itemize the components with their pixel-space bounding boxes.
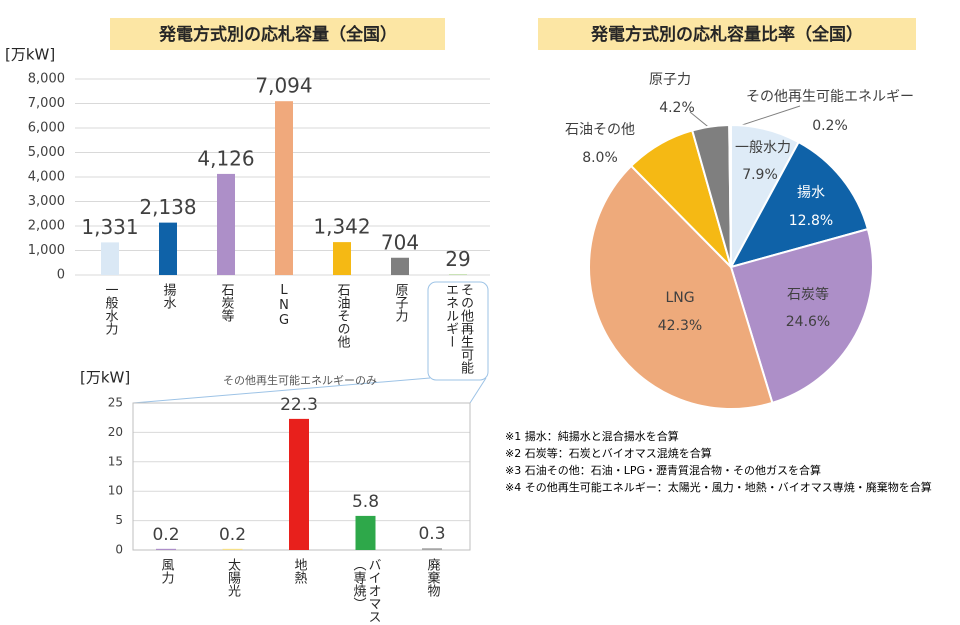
value-label: 0.2 (152, 525, 179, 545)
bar (289, 418, 309, 550)
x-tick-label: 石炭等 (218, 283, 234, 322)
bar (355, 515, 376, 550)
bar (391, 257, 409, 275)
slice-value: 42.3% (658, 318, 702, 334)
bar (217, 173, 235, 275)
bar (449, 274, 467, 275)
value-label: 0.2 (219, 525, 246, 545)
title-banner (110, 18, 445, 50)
y-tick-label: 2,000 (28, 219, 65, 234)
x-tick-label: 原子力 (392, 283, 408, 322)
value-label: 29 (445, 247, 470, 271)
bar (159, 222, 177, 275)
slice-name: 石炭等 (787, 286, 829, 303)
slice-value: 4.2% (659, 100, 695, 116)
y-tick-label: 5 (115, 513, 123, 527)
note: ※2 石炭等：石炭とバイオマス混焼を合算 (505, 446, 712, 460)
bar (422, 548, 442, 550)
note: ※3 石油その他：石油・LPG・瀝青質混合物・その他ガスを合算 (505, 463, 821, 477)
slice-name: 石油その他 (565, 122, 635, 138)
slice-value: 12.8% (789, 213, 833, 229)
y-tick-label: 10 (108, 484, 123, 498)
value-label: 704 (381, 230, 419, 254)
leader-line (732, 105, 801, 129)
value-label: 7,094 (255, 74, 312, 98)
slice-value: 0.2% (812, 118, 848, 134)
title-banner (538, 18, 916, 50)
x-tick-label: 石油その他 (334, 283, 350, 348)
bar (333, 242, 351, 275)
value-label: 1,331 (81, 215, 138, 239)
slice-name: 揚水 (797, 184, 825, 201)
y-tick-label: 15 (108, 454, 123, 468)
y-tick-label: 25 (108, 396, 123, 410)
slice-value: 24.6% (786, 314, 830, 330)
value-label: 5.8 (352, 492, 379, 512)
pie-slice (588, 164, 774, 410)
slice-name: 一般水力 (735, 140, 791, 156)
value-label: 0.3 (418, 524, 445, 544)
note: ※4 その他再生可能エネルギー：太陽光・風力・地熱・バイオマス専焼・廃棄物を合算 (505, 480, 932, 494)
callout-line (469, 377, 487, 404)
slice-name: その他再生可能エネルギー (746, 89, 914, 105)
bar (222, 548, 243, 550)
y-tick-label: 8,000 (28, 72, 65, 87)
value-label: 2,138 (139, 195, 196, 219)
x-tick-label: 地熱 (291, 558, 307, 584)
y-tick-label: 1,000 (28, 243, 65, 258)
slice-name: 原子力 (649, 72, 691, 88)
chart-title: 発電方式別の応札容量（全国） (158, 24, 397, 45)
x-tick-label: 廃棄物 (424, 558, 440, 597)
slice-name: LNG (665, 290, 694, 306)
pie-slice (729, 227, 874, 405)
chart-title: 発電方式別の応札容量比率（全国） (590, 24, 863, 45)
x-tick-label: 揚水 (160, 283, 176, 309)
x-tick-label: LNG (276, 283, 292, 328)
slice-value: 8.0% (582, 150, 618, 166)
slice-value: 7.9% (742, 167, 778, 183)
y-tick-label: 5,000 (28, 145, 65, 160)
x-tick-label: バイオマス（専焼） (350, 558, 381, 623)
chart-title: その他再生可能エネルギーのみ (223, 373, 377, 387)
y-tick-label: 0 (57, 268, 65, 283)
bar (275, 101, 293, 276)
x-tick-label: その他再生可能エネルギー (443, 283, 473, 374)
pie-slice (729, 140, 870, 269)
callout-line (132, 377, 431, 404)
x-tick-label: 風力 (158, 558, 174, 584)
callout-box (427, 281, 489, 381)
value-label: 22.3 (280, 395, 318, 415)
value-label: 4,126 (197, 146, 254, 170)
y-tick-label: 6,000 (28, 121, 65, 136)
value-label: 1,342 (313, 215, 370, 239)
x-tick-label: 一般水力 (102, 283, 118, 335)
y-tick-label: 7,000 (28, 96, 65, 111)
bar (101, 242, 119, 275)
note: ※1 揚水：純揚水と混合揚水を合算 (505, 429, 679, 443)
y-axis-label: [万kW] (5, 46, 55, 64)
bar (156, 548, 176, 550)
y-tick-label: 3,000 (28, 194, 65, 209)
y-tick-label: 4,000 (28, 170, 65, 185)
pie-slice (728, 123, 732, 268)
y-tick-label: 0 (115, 543, 123, 557)
y-tick-label: 20 (108, 425, 123, 439)
x-tick-label: 太陽光 (225, 558, 240, 597)
y-axis-label: [万kW] (80, 369, 130, 387)
